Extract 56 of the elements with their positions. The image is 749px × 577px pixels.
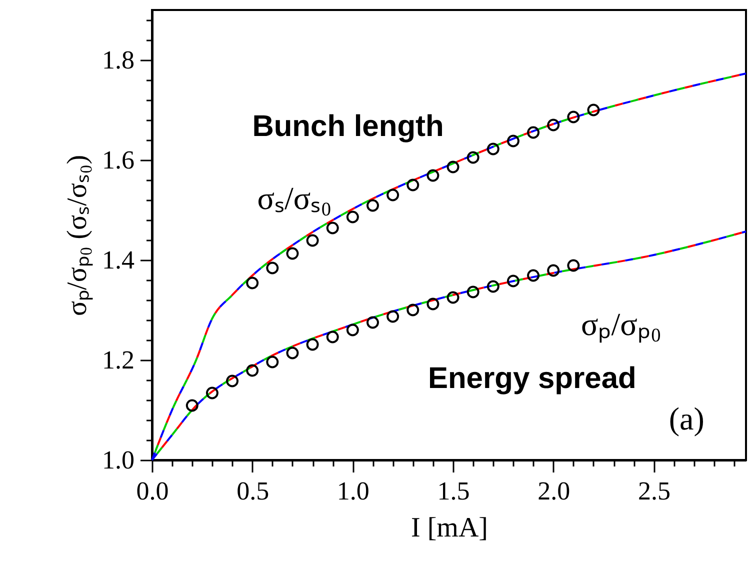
point bbox=[386, 310, 400, 323]
point bbox=[587, 104, 600, 116]
x-tick-label: 2.0 bbox=[538, 476, 570, 506]
point bbox=[446, 291, 460, 304]
point bbox=[567, 110, 580, 124]
point bbox=[326, 330, 339, 344]
annotation: σₚ/σₚ₀ bbox=[580, 306, 662, 343]
point bbox=[527, 269, 540, 282]
x-tick-label: 0.0 bbox=[136, 476, 169, 506]
point bbox=[366, 316, 379, 329]
point bbox=[366, 199, 379, 212]
point bbox=[506, 134, 520, 148]
point bbox=[346, 210, 359, 224]
point bbox=[547, 264, 560, 277]
point bbox=[206, 386, 218, 400]
y-tick-label: 1.6 bbox=[102, 146, 134, 174]
point bbox=[506, 274, 520, 288]
point bbox=[246, 276, 259, 290]
annotation: Energy spread bbox=[428, 362, 636, 395]
y-tick-label: 1.0 bbox=[102, 446, 134, 474]
annotation: Bunch length bbox=[252, 110, 444, 143]
point bbox=[446, 160, 460, 174]
point bbox=[286, 247, 299, 260]
point bbox=[226, 374, 239, 388]
point bbox=[186, 399, 198, 412]
point bbox=[266, 262, 279, 274]
point bbox=[406, 178, 420, 192]
point bbox=[306, 234, 319, 247]
point bbox=[346, 324, 359, 336]
point bbox=[306, 338, 319, 351]
point bbox=[486, 142, 500, 156]
point bbox=[466, 151, 480, 164]
annotation: σₛ/σₛ₀ bbox=[257, 180, 332, 216]
point bbox=[326, 222, 339, 234]
point bbox=[266, 356, 279, 368]
x-tick-label: 0.5 bbox=[236, 476, 270, 506]
x-tick-label: 1.0 bbox=[336, 476, 370, 506]
point bbox=[286, 346, 299, 360]
y-tick-label: 1.4 bbox=[102, 246, 134, 274]
point bbox=[426, 298, 440, 310]
annotation: (a) bbox=[668, 400, 704, 436]
point bbox=[426, 169, 440, 182]
point bbox=[486, 280, 500, 293]
x-axis-title: I [mA] bbox=[411, 512, 488, 544]
x-tick-label: 1.5 bbox=[437, 476, 470, 506]
y-axis-title: σₚ/σₚ₀ (σₛ/σₛ₀) bbox=[62, 154, 93, 316]
x-tick-label: 2.5 bbox=[638, 476, 670, 506]
y-tick-label: 1.2 bbox=[102, 346, 134, 374]
point bbox=[386, 188, 400, 202]
point bbox=[466, 286, 480, 298]
y-tick-label: 1.8 bbox=[102, 46, 134, 74]
point bbox=[567, 259, 580, 272]
point bbox=[246, 364, 259, 377]
point bbox=[547, 118, 560, 132]
point bbox=[527, 126, 540, 139]
point bbox=[406, 304, 420, 316]
